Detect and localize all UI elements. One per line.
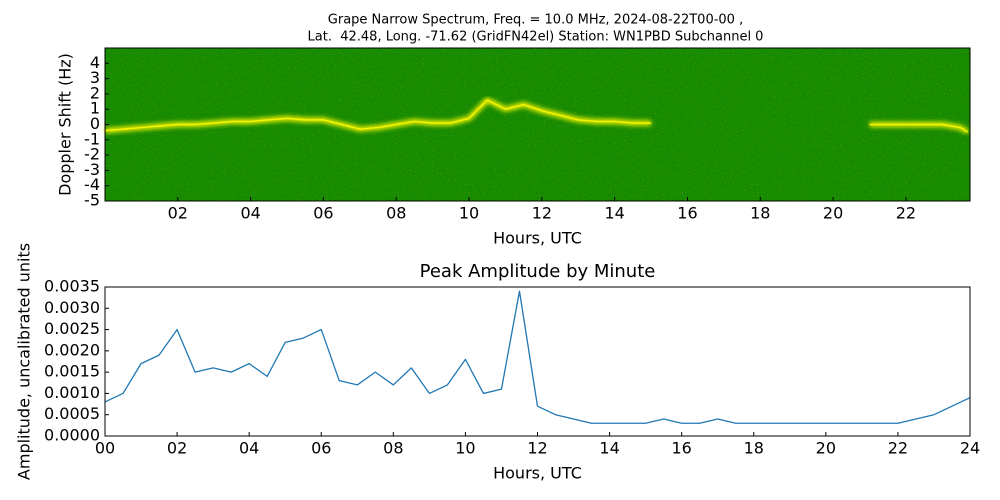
x-tick-label: 20: [816, 439, 836, 458]
y-tick-label: 0.0020: [44, 340, 100, 359]
y-tick-label: 0.0015: [44, 362, 100, 381]
x-tick-label: 10: [455, 439, 475, 458]
x-tick-label: 16: [671, 439, 691, 458]
chart-title: Grape Narrow Spectrum, Freq. = 10.0 MHz,…: [328, 13, 743, 28]
y-tick-label: 4: [90, 53, 100, 72]
x-tick-label: 08: [386, 204, 406, 223]
x-tick-label: 06: [311, 439, 331, 458]
spectrogram-noise: [105, 48, 970, 201]
y-tick-label: -5: [84, 191, 100, 210]
y-tick-label: -1: [84, 129, 100, 148]
x-tick-label: 16: [677, 204, 697, 223]
y-tick-label: 0.0010: [44, 383, 100, 402]
x-tick-label: 14: [605, 204, 625, 223]
x-tick-label: 02: [167, 439, 187, 458]
x-tick-label: 22: [888, 439, 908, 458]
chart-title: Lat. 42.48, Long. -71.62 (GridFN42el) St…: [308, 30, 764, 45]
x-tick-label: 12: [527, 439, 547, 458]
x-tick-label: 18: [744, 439, 764, 458]
y-axis-label: Amplitude, uncalibrated units: [15, 243, 34, 480]
y-tick-label: -4: [84, 175, 100, 194]
x-tick-label: 20: [823, 204, 843, 223]
y-tick-label: -3: [84, 160, 100, 179]
doppler-trace-core: [104, 99, 969, 133]
x-tick-label: 00: [95, 439, 115, 458]
y-tick-label: 0.0030: [44, 298, 100, 317]
amplitude-line: [104, 290, 971, 424]
y-tick-label: 3: [90, 68, 100, 87]
y-tick-label: 1: [90, 99, 100, 118]
y-tick-label: 2: [90, 83, 100, 102]
x-tick-label: 04: [239, 439, 259, 458]
x-tick-label: 12: [532, 204, 552, 223]
x-tick-label: 08: [383, 439, 403, 458]
x-axis-label: Hours, UTC: [493, 464, 582, 483]
x-tick-label: 24: [960, 439, 980, 458]
x-tick-label: 04: [240, 204, 260, 223]
y-tick-label: 0: [90, 114, 100, 133]
plot-frame: [104, 286, 971, 437]
x-tick-label: 02: [168, 204, 188, 223]
y-tick-label: 0.0035: [44, 277, 100, 296]
y-axis-label: Doppler Shift (Hz): [56, 53, 75, 196]
x-axis-label: Hours, UTC: [493, 229, 582, 248]
y-tick-label: 0.0025: [44, 319, 100, 338]
x-tick-label: 14: [599, 439, 619, 458]
x-tick-label: 10: [459, 204, 479, 223]
x-tick-label: 22: [896, 204, 916, 223]
x-tick-label: 18: [750, 204, 770, 223]
x-tick-label: 06: [313, 204, 333, 223]
y-tick-label: 0.0005: [44, 404, 100, 423]
chart-title: Peak Amplitude by Minute: [420, 261, 656, 282]
y-tick-label: 0.0000: [44, 426, 100, 445]
y-tick-label: -2: [84, 145, 100, 164]
